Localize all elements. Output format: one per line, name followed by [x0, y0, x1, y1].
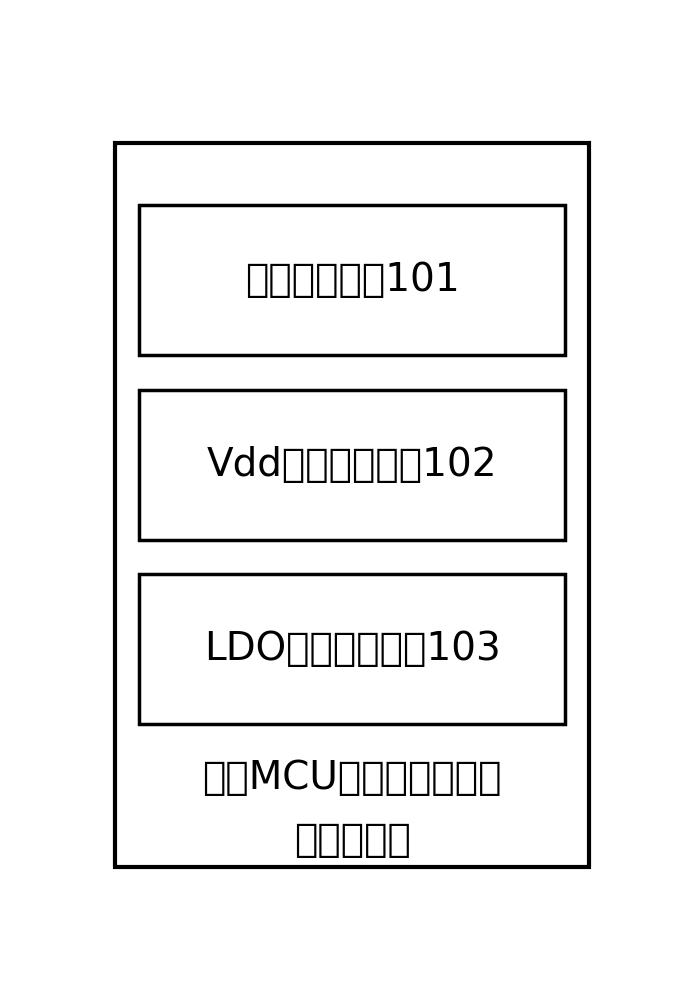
Text: 用于MCU芯片的低功耗电
源管理电路: 用于MCU芯片的低功耗电 源管理电路 [203, 759, 502, 859]
Text: LDO组合电路模块103: LDO组合电路模块103 [204, 630, 500, 668]
Text: 电源切换模块101: 电源切换模块101 [245, 261, 460, 299]
Text: Vdd电源检测模块102: Vdd电源检测模块102 [207, 446, 497, 484]
FancyBboxPatch shape [139, 574, 565, 724]
FancyBboxPatch shape [139, 389, 565, 540]
FancyBboxPatch shape [115, 143, 589, 867]
FancyBboxPatch shape [139, 205, 565, 355]
